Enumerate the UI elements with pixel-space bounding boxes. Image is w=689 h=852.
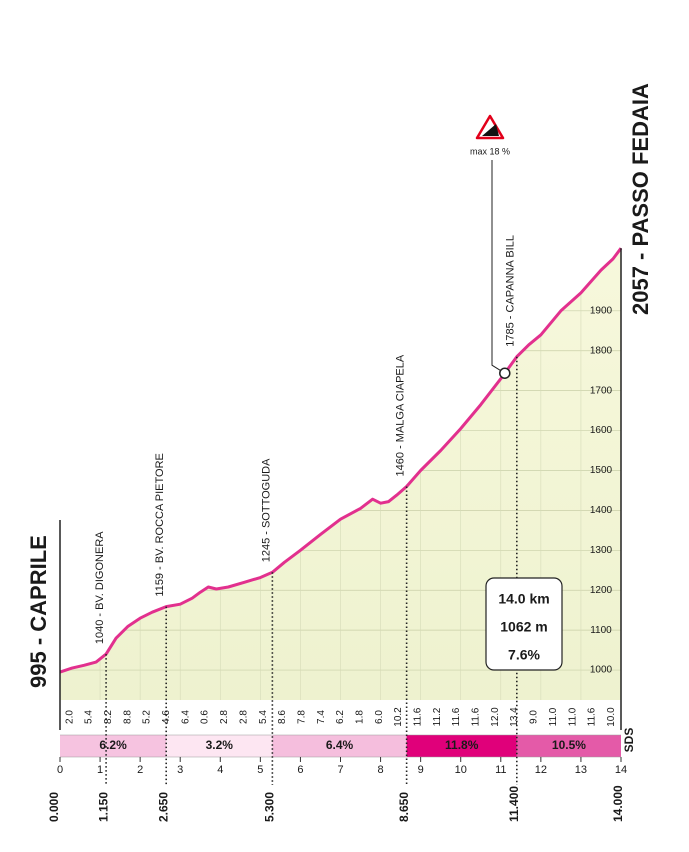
km-gradient: 10.2 xyxy=(393,707,404,727)
start-distance: 0.000 xyxy=(47,792,61,822)
y-tick-label: 1500 xyxy=(590,465,613,476)
km-gradient: 4.6 xyxy=(161,710,172,724)
gradient-segment xyxy=(516,735,621,757)
x-tick-label: 9 xyxy=(418,764,424,776)
summary-distance: 14.0 km xyxy=(498,591,549,607)
km-gradient: 5.4 xyxy=(258,710,269,724)
waypoint-distance: 2.650 xyxy=(156,792,170,822)
waypoint-distance: 8.650 xyxy=(397,792,411,822)
x-tick-label: 7 xyxy=(337,764,343,776)
waypoint-label: 1785 - CAPANNA BILL xyxy=(505,235,517,347)
km-gradient: 7.4 xyxy=(316,710,327,724)
max-gradient-point xyxy=(499,367,511,379)
start-label: 995 - CAPRILE xyxy=(26,535,51,688)
y-tick-label: 1300 xyxy=(590,545,613,556)
km-gradient: 11.0 xyxy=(567,707,578,726)
x-tick-label: 2 xyxy=(137,764,143,776)
waypoint-label: 1040 - BV. DIGONERA xyxy=(94,531,106,644)
segment-label: 3.2% xyxy=(206,738,234,752)
y-tick-label: 1700 xyxy=(590,385,613,396)
y-tick-label: 1800 xyxy=(590,345,613,356)
segment-label: 6.4% xyxy=(326,738,354,752)
max-gradient-leader xyxy=(491,160,506,374)
gradient-segment xyxy=(60,735,167,757)
km-gradient: 2.0 xyxy=(64,710,75,724)
waypoint-distance: 11.400 xyxy=(507,786,521,822)
km-gradient: 11.6 xyxy=(471,707,482,726)
km-gradient: 7.8 xyxy=(296,710,307,724)
km-gradient: 0.6 xyxy=(200,710,211,724)
km-gradient: 11.6 xyxy=(413,707,424,726)
y-tick-label: 1900 xyxy=(590,305,613,316)
waypoint-distance: 5.300 xyxy=(263,792,277,822)
waypoint-distance: 1.150 xyxy=(96,792,110,822)
x-tick-label: 12 xyxy=(535,764,547,776)
x-tick-label: 13 xyxy=(575,764,587,776)
x-tick-label: 1 xyxy=(97,764,103,776)
x-tick-label: 3 xyxy=(177,764,183,776)
gradient-segment xyxy=(272,735,407,757)
x-tick-label: 11 xyxy=(495,764,506,776)
waypoint-label: 1460 - MALGA CIAPELA xyxy=(395,354,407,476)
max-gradient-icon xyxy=(475,114,505,140)
waypoint-label: 1159 - BV. ROCCA PIETORE xyxy=(154,453,166,596)
profile-area xyxy=(60,248,621,700)
y-tick-label: 1000 xyxy=(590,665,613,676)
km-gradient: 8.2 xyxy=(103,710,114,724)
km-gradient: 11.6 xyxy=(451,707,462,726)
km-gradient: 11.2 xyxy=(432,707,443,726)
km-gradient: 5.4 xyxy=(84,710,95,724)
profile-line xyxy=(59,247,623,674)
logo: SDS xyxy=(622,728,636,753)
finish-distance: 14.000 xyxy=(611,785,625,822)
x-tick-label: 10 xyxy=(455,764,467,776)
x-tick-label: 4 xyxy=(217,764,223,776)
segment-label: 10.5% xyxy=(552,738,586,752)
x-tick-label: 6 xyxy=(297,764,303,776)
km-gradient: 1.8 xyxy=(354,710,365,724)
segment-label: 11.8% xyxy=(445,738,479,752)
finish-label: 2057 - PASSO FEDAIA xyxy=(628,83,653,315)
summary-gradient: 7.6% xyxy=(508,647,540,663)
km-gradient: 2.8 xyxy=(238,710,249,724)
summary-box xyxy=(485,577,563,671)
x-tick-label: 5 xyxy=(257,764,263,776)
gradient-segment xyxy=(166,735,273,757)
km-gradient: 8.8 xyxy=(122,710,133,724)
x-tick-label: 14 xyxy=(615,764,627,776)
y-tick-label: 1400 xyxy=(590,505,613,516)
km-gradient: 8.6 xyxy=(277,710,288,724)
y-tick-label: 1600 xyxy=(590,425,613,436)
y-tick-label: 1100 xyxy=(590,625,612,636)
km-gradient: 6.4 xyxy=(180,710,191,724)
x-tick-label: 8 xyxy=(378,764,384,776)
y-tick-label: 1200 xyxy=(590,585,613,596)
max-gradient-label: max 18 % xyxy=(470,146,510,156)
km-gradient: 13.4 xyxy=(509,707,520,727)
km-gradient: 12.0 xyxy=(490,707,501,727)
km-gradient: 6.2 xyxy=(335,710,346,724)
km-gradient: 11.0 xyxy=(548,707,559,726)
km-gradient: 11.6 xyxy=(587,707,598,726)
segment-label: 6.2% xyxy=(99,738,127,752)
gradient-segment xyxy=(406,735,517,757)
summary-climb: 1062 m xyxy=(500,619,547,635)
km-gradient: 5.2 xyxy=(142,710,153,724)
km-gradient: 10.0 xyxy=(606,707,617,727)
x-tick-label: 0 xyxy=(57,764,63,776)
km-gradient: 6.0 xyxy=(374,710,385,724)
km-gradient: 9.0 xyxy=(529,710,540,724)
km-gradient: 2.8 xyxy=(219,710,230,724)
waypoint-label: 1245 - SOTTOGUDA xyxy=(260,458,272,562)
